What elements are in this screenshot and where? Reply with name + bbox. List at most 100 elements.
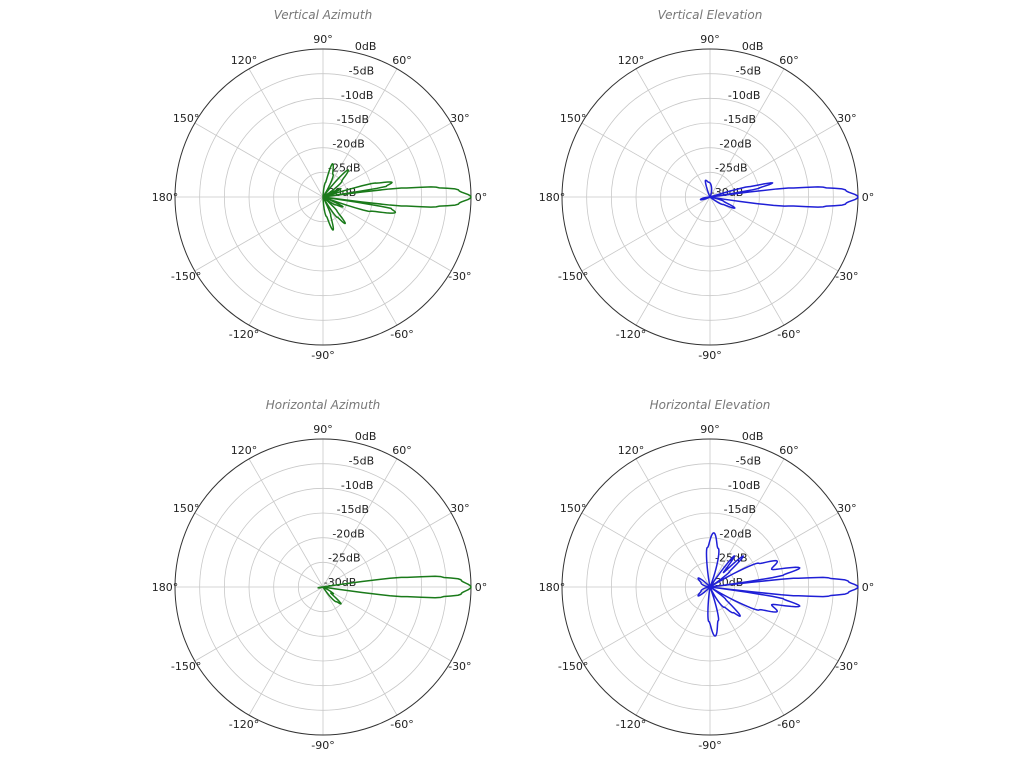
grid-spoke xyxy=(194,512,324,588)
angle-tick-label: -150° xyxy=(171,660,201,673)
grid-spoke xyxy=(248,68,324,198)
grid-spoke xyxy=(248,196,324,326)
grid-spoke xyxy=(709,196,839,272)
angle-tick-label: 0° xyxy=(475,581,488,594)
grid-spoke xyxy=(194,586,324,662)
radial-tick-label: -5dB xyxy=(349,455,375,468)
angle-tick-label: 180° xyxy=(539,191,566,204)
polar-plot-3: Horizontal Azimuth 0° 30° 60° 90° 120° 150° 180… xyxy=(152,398,488,752)
angle-tick-label: -120° xyxy=(616,328,646,341)
angle-tick-label: -90° xyxy=(698,739,721,752)
radial-tick-label: -5dB xyxy=(736,65,762,78)
angle-tick-label: 90° xyxy=(313,33,333,46)
radial-tick-label: 0dB xyxy=(742,40,764,53)
angle-tick-label: 0° xyxy=(862,581,875,594)
angle-tick-label: -120° xyxy=(229,718,259,731)
angle-tick-label: -150° xyxy=(171,270,201,283)
grid-spoke xyxy=(248,458,324,588)
grid-spoke xyxy=(322,586,452,662)
angle-tick-label: 180° xyxy=(152,191,179,204)
radial-tick-label: -25dB xyxy=(328,552,361,565)
grid-spoke xyxy=(709,586,785,716)
grid-spoke xyxy=(709,458,785,588)
angle-tick-label: -30° xyxy=(448,270,471,283)
grid-spoke xyxy=(709,122,839,198)
angle-tick-label: -30° xyxy=(835,270,858,283)
grid-spoke xyxy=(322,512,452,588)
angle-tick-label: 90° xyxy=(313,423,333,436)
plot-title: Horizontal Elevation xyxy=(650,398,771,412)
angle-tick-label: 180° xyxy=(539,581,566,594)
angle-tick-label: 90° xyxy=(700,423,720,436)
angle-tick-label: -60° xyxy=(777,718,800,731)
plot-title: Vertical Azimuth xyxy=(274,8,372,22)
radial-tick-label: -25dB xyxy=(328,162,361,175)
angle-tick-label: 120° xyxy=(618,444,645,457)
angle-tick-label: -60° xyxy=(390,328,413,341)
radial-tick-label: -10dB xyxy=(341,479,374,492)
grid-spoke xyxy=(194,196,324,272)
radial-tick-label: -15dB xyxy=(724,503,757,516)
radiation-pattern-line xyxy=(317,575,472,605)
angle-tick-label: -150° xyxy=(558,270,588,283)
grid-spoke xyxy=(194,122,324,198)
angle-tick-label: 150° xyxy=(173,502,200,515)
angle-tick-label: -90° xyxy=(311,739,334,752)
angle-tick-label: 120° xyxy=(618,54,645,67)
grid-spoke xyxy=(635,586,711,716)
angle-tick-label: 30° xyxy=(837,112,857,125)
angle-tick-label: -30° xyxy=(448,660,471,673)
angle-tick-label: 30° xyxy=(450,502,470,515)
angle-tick-label: -60° xyxy=(777,328,800,341)
grid-spoke xyxy=(581,196,711,272)
radial-tick-label: -15dB xyxy=(724,113,757,126)
radial-tick-label: -15dB xyxy=(337,113,370,126)
radial-tick-label: -20dB xyxy=(719,527,752,540)
angle-tick-label: 150° xyxy=(560,502,587,515)
radial-tick-label: -25dB xyxy=(715,162,748,175)
radial-tick-label: 0dB xyxy=(742,430,764,443)
angle-tick-label: 120° xyxy=(231,444,258,457)
angle-tick-label: -90° xyxy=(698,349,721,362)
grid-spoke xyxy=(709,196,785,326)
radial-tick-label: 0dB xyxy=(355,430,377,443)
grid-spoke xyxy=(248,586,324,716)
angle-tick-label: 30° xyxy=(450,112,470,125)
radial-tick-label: -10dB xyxy=(728,479,761,492)
angle-tick-label: 60° xyxy=(392,444,412,457)
angle-tick-label: 60° xyxy=(779,444,799,457)
grid-spoke xyxy=(322,196,452,272)
angle-tick-label: -150° xyxy=(558,660,588,673)
radial-tick-label: -20dB xyxy=(332,527,365,540)
angle-tick-label: 60° xyxy=(392,54,412,67)
radial-tick-label: -10dB xyxy=(341,89,374,102)
radial-tick-label: -5dB xyxy=(349,65,375,78)
angle-tick-label: 30° xyxy=(837,502,857,515)
polar-plot-4: Horizontal Elevation 0° 30° 60° 90° 120° 150° 1… xyxy=(539,398,875,752)
radial-tick-label: -15dB xyxy=(337,503,370,516)
grid-spoke xyxy=(581,122,711,198)
angle-tick-label: 150° xyxy=(173,112,200,125)
plot-title: Vertical Elevation xyxy=(658,8,763,22)
polar-plot-1: Vertical Azimuth 0° 30° 60° 90° 120° 150° 180° -… xyxy=(152,8,488,362)
angle-tick-label: -120° xyxy=(229,328,259,341)
plot-title: Horizontal Azimuth xyxy=(266,398,381,412)
angle-tick-label: -60° xyxy=(390,718,413,731)
grid-spoke xyxy=(322,68,398,198)
grid-spoke xyxy=(635,68,711,198)
grid-spoke xyxy=(581,512,711,588)
grid-spoke xyxy=(322,122,452,198)
grid-spoke xyxy=(322,196,398,326)
grid-spoke xyxy=(635,458,711,588)
radial-tick-label: 0dB xyxy=(355,40,377,53)
grid-spoke xyxy=(581,586,711,662)
radial-tick-label: -20dB xyxy=(719,137,752,150)
angle-tick-label: 150° xyxy=(560,112,587,125)
angle-tick-label: -120° xyxy=(616,718,646,731)
grid-spoke xyxy=(709,68,785,198)
angle-tick-label: 0° xyxy=(475,191,488,204)
radial-tick-label: -20dB xyxy=(332,137,365,150)
radial-tick-label: -10dB xyxy=(728,89,761,102)
angle-tick-label: 180° xyxy=(152,581,179,594)
